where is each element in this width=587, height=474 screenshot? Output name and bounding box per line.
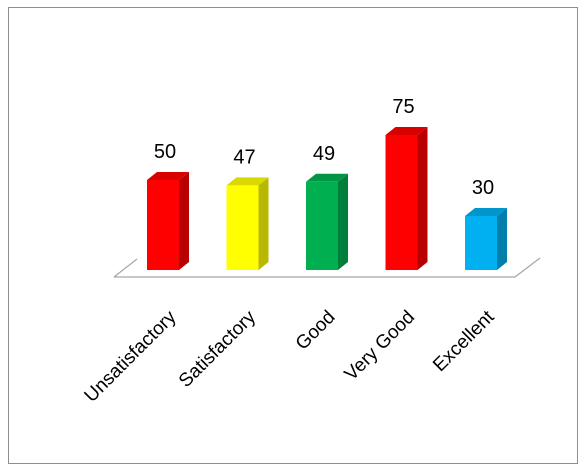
bar-side — [258, 177, 269, 270]
bar-top — [385, 127, 428, 135]
value-label: 30 — [472, 177, 494, 199]
category-label: Satisfactory — [175, 306, 260, 391]
bars-group — [147, 127, 507, 270]
bar-unsatisfactory — [147, 172, 189, 270]
category-label: Good — [292, 307, 340, 355]
bar-excellent — [465, 208, 507, 270]
bar-satisfactory — [226, 177, 269, 270]
category-label: Unsatisfactory — [81, 306, 181, 406]
bar-very-good — [385, 127, 428, 270]
bar-top — [147, 172, 189, 180]
value-label: 49 — [313, 143, 335, 165]
value-label: 75 — [392, 96, 414, 118]
category-label: Very Good — [341, 307, 419, 385]
bar-good — [306, 173, 348, 270]
bar-front — [306, 181, 338, 270]
value-label: 50 — [154, 141, 176, 163]
value-label: 47 — [233, 146, 255, 168]
value-labels-group: 50 47 49 75 30 — [154, 96, 494, 199]
floor-outline — [114, 257, 541, 278]
bar-side — [179, 172, 189, 270]
category-label: Excellent — [429, 306, 499, 376]
bar-top — [306, 173, 348, 182]
bar-front — [385, 135, 418, 270]
bar-top — [226, 177, 269, 186]
bar-front — [465, 216, 497, 270]
bar-side — [417, 127, 428, 270]
bar-side — [338, 173, 348, 270]
bar-front — [226, 185, 259, 270]
bar-top — [465, 208, 507, 216]
chart-floor — [113, 257, 541, 278]
floor-left-edge — [113, 258, 138, 278]
bar-front — [147, 180, 179, 270]
bar-side — [497, 208, 507, 270]
